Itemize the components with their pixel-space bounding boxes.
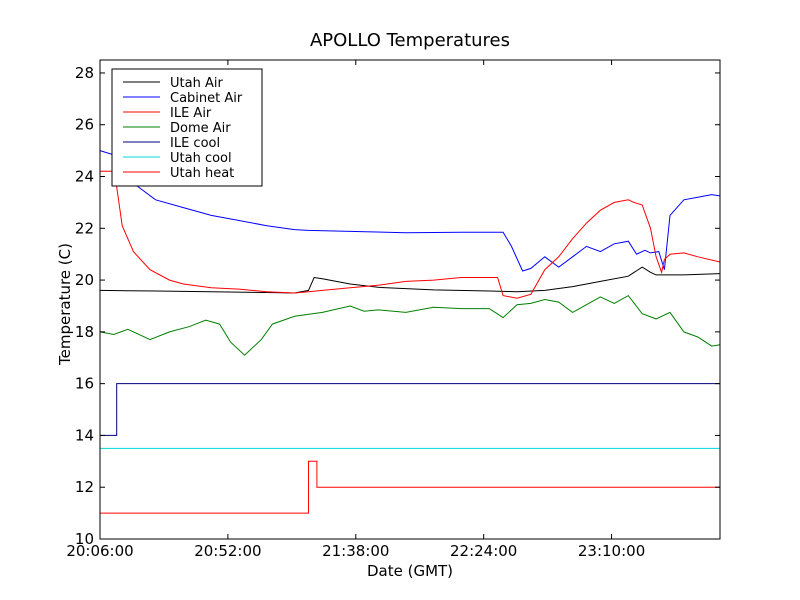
y-axis-label: Temperature (C) — [56, 243, 74, 366]
series-line-ile-cool — [100, 383, 720, 436]
x-tick-label: 23:10:00 — [578, 542, 645, 560]
y-tick-label: 16 — [75, 375, 94, 393]
series-line-ile-air — [100, 170, 721, 299]
x-axis-label: Date (GMT) — [367, 562, 453, 580]
series-line-utah-heat — [100, 460, 720, 514]
plot-frame — [99, 59, 721, 540]
y-tick-label: 10 — [75, 530, 94, 548]
legend-label: Utah cool — [170, 151, 232, 166]
y-tick-label: 14 — [75, 426, 94, 444]
x-tick-label: 22:24:00 — [450, 542, 517, 560]
series-line-cabinet-air — [99, 150, 721, 272]
x-tick-label: 20:06:00 — [66, 542, 133, 560]
legend-label: ILE cool — [170, 136, 220, 151]
y-tick-label: 20 — [75, 271, 94, 289]
y-tick-label: 24 — [75, 168, 94, 186]
y-tick-label: 18 — [75, 323, 94, 341]
series-line-dome-air — [99, 294, 721, 356]
ticks-layer: 10 12 14 16 18 20 22 24 26 28 20:06:00 20:52:00 21:3… — [66, 60, 720, 560]
y-tick-label: 28 — [75, 64, 94, 82]
y-tick-label: 22 — [75, 219, 94, 237]
chart-title: APOLLO Temperatures — [310, 30, 510, 51]
x-tick-label: 20:52:00 — [194, 542, 261, 560]
legend-label: ILE Air — [170, 106, 212, 121]
y-tick-label: 26 — [75, 116, 94, 134]
legend-label: Utah Air — [170, 76, 223, 91]
y-tick-label: 12 — [75, 478, 94, 496]
legend-label: Dome Air — [170, 121, 231, 136]
series-layer — [99, 150, 721, 514]
series-line-utah-air — [99, 266, 721, 294]
x-tick-label: 21:38:00 — [322, 542, 389, 560]
legend-label: Utah heat — [170, 166, 234, 181]
legend-label: Cabinet Air — [170, 91, 243, 106]
